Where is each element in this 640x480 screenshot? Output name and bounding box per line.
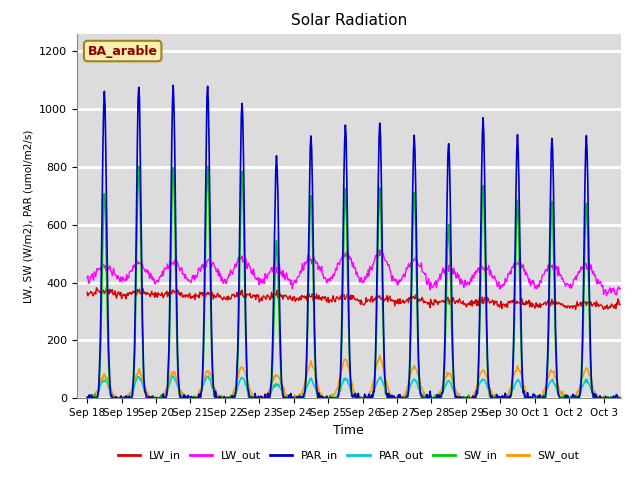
SW_out	[83, 396, 91, 401]
PAR_out	[616, 395, 624, 401]
Y-axis label: LW, SW (W/m2), PAR (umol/m2/s): LW, SW (W/m2), PAR (umol/m2/s)	[24, 129, 33, 303]
Text: BA_arable: BA_arable	[88, 45, 157, 58]
PAR_out	[86, 393, 93, 399]
SW_out	[158, 394, 166, 399]
SW_in	[84, 396, 92, 401]
PAR_out	[312, 384, 319, 390]
SW_in	[616, 396, 624, 401]
PAR_in	[170, 83, 177, 88]
PAR_in	[616, 396, 624, 401]
Legend: LW_in, LW_out, PAR_in, PAR_out, SW_in, SW_out: LW_in, LW_out, PAR_in, PAR_out, SW_in, S…	[113, 446, 584, 466]
PAR_out	[332, 395, 339, 401]
LW_in	[479, 301, 487, 307]
LW_in	[332, 299, 339, 305]
SW_in	[312, 382, 320, 387]
SW_out	[479, 367, 487, 373]
LW_out	[331, 271, 339, 276]
LW_in	[102, 284, 110, 290]
Line: LW_out: LW_out	[87, 250, 620, 296]
PAR_in	[332, 396, 340, 401]
SW_in	[159, 396, 167, 401]
SW_out	[616, 396, 624, 401]
PAR_in	[84, 396, 92, 401]
SW_in	[83, 395, 91, 400]
LW_in	[312, 296, 319, 301]
Line: SW_in: SW_in	[87, 167, 620, 398]
PAR_in	[312, 375, 320, 381]
LW_out	[616, 286, 624, 291]
SW_out	[86, 395, 93, 400]
LW_out	[158, 274, 166, 279]
SW_out	[331, 391, 339, 397]
PAR_in	[480, 131, 488, 137]
LW_out	[86, 280, 93, 286]
SW_in	[467, 396, 475, 401]
PAR_out	[83, 396, 91, 401]
SW_out	[376, 353, 383, 359]
LW_in	[86, 291, 93, 297]
Title: Solar Radiation: Solar Radiation	[291, 13, 407, 28]
LW_in	[616, 301, 624, 307]
LW_out	[479, 266, 487, 272]
Line: LW_in: LW_in	[87, 287, 620, 310]
SW_out	[310, 367, 318, 372]
PAR_in	[86, 396, 94, 401]
LW_out	[603, 293, 611, 299]
PAR_out	[169, 372, 177, 378]
PAR_out	[479, 376, 487, 382]
LW_in	[467, 299, 474, 304]
PAR_out	[158, 395, 166, 400]
LW_in	[600, 307, 607, 312]
LW_out	[375, 247, 383, 253]
LW_out	[83, 275, 91, 281]
X-axis label: Time: Time	[333, 424, 364, 437]
LW_in	[159, 291, 166, 297]
PAR_in	[159, 395, 166, 400]
PAR_in	[83, 395, 91, 400]
Line: PAR_out: PAR_out	[87, 375, 620, 398]
LW_out	[467, 278, 474, 284]
SW_in	[480, 195, 488, 201]
PAR_out	[467, 394, 474, 400]
SW_out	[467, 395, 474, 400]
Line: PAR_in: PAR_in	[87, 85, 620, 398]
SW_in	[86, 396, 94, 401]
LW_out	[310, 257, 318, 263]
SW_in	[135, 164, 143, 169]
LW_in	[83, 289, 91, 295]
PAR_in	[467, 396, 475, 401]
Line: SW_out: SW_out	[87, 356, 620, 398]
SW_in	[332, 396, 340, 401]
